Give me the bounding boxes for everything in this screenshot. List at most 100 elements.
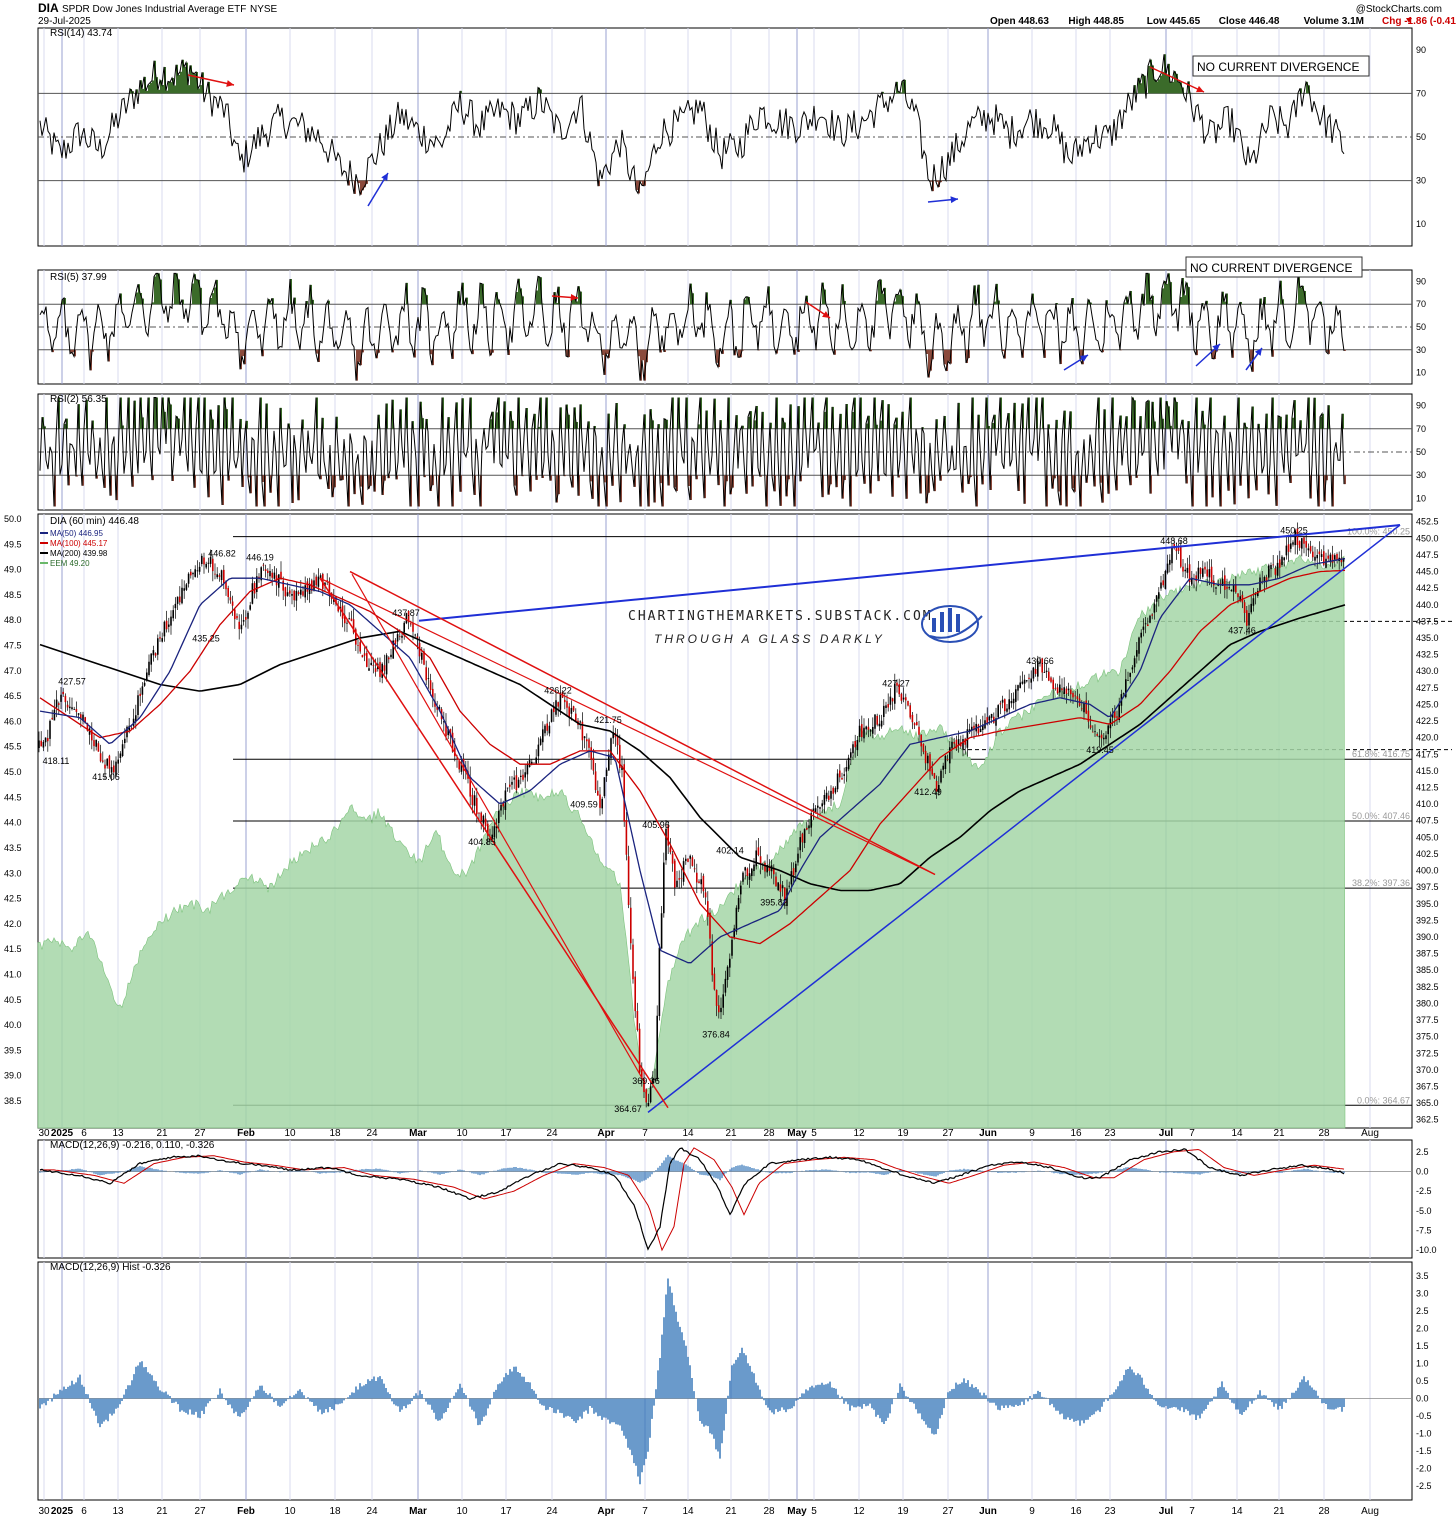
x-axis-label: 19 <box>897 1506 909 1517</box>
rsi14-axis-label: 70 <box>1416 88 1426 98</box>
resistance-trendline <box>418 524 1401 622</box>
support-trendline <box>647 524 1401 1113</box>
price-annotation: 412.49 <box>914 787 942 797</box>
rsi14-divergence-arrow-head <box>226 80 234 87</box>
x-axis-label: 24 <box>546 1506 558 1517</box>
eem-axis-label: 42.0 <box>4 919 22 929</box>
hist-axis-label: 3.0 <box>1416 1289 1429 1299</box>
x-axis-label: 7 <box>642 1128 648 1139</box>
price-annotation: 364.67 <box>614 1104 642 1114</box>
hist-axis-label: -0.5 <box>1416 1411 1432 1421</box>
legend-item: MA(100) 445.17 <box>50 539 108 548</box>
price-axis-label: 367.5 <box>1416 1081 1439 1091</box>
price-axis-label: 370.0 <box>1416 1065 1439 1075</box>
x-axis-label: 7 <box>1189 1128 1195 1139</box>
x-axis-label: 24 <box>546 1128 558 1139</box>
rsi5-axis-label: 30 <box>1416 345 1426 355</box>
rsi5-divergence-arrow-head <box>570 293 578 301</box>
price-axis-label: 397.5 <box>1416 882 1439 892</box>
x-axis-label: 6 <box>81 1128 87 1139</box>
price-axis-label: 387.5 <box>1416 949 1439 959</box>
eem-axis-label: 40.0 <box>4 1020 22 1030</box>
price-axis-label: 390.0 <box>1416 932 1439 942</box>
x-axis-label: 21 <box>156 1128 168 1139</box>
eem-axis-label: 39.0 <box>4 1071 22 1081</box>
quote-chg: Chg -1.86 (-0.41%) <box>1382 16 1456 27</box>
x-axis-label: May <box>787 1128 807 1139</box>
price-annotation: 427.57 <box>58 676 86 686</box>
hist-axis-label: 2.0 <box>1416 1324 1429 1334</box>
hist-axis-label: 1.5 <box>1416 1341 1429 1351</box>
fib-level-label: 100.0%: 450.25 <box>1347 527 1410 537</box>
rsi14-note-box: NO CURRENT DIVERGENCE <box>1192 55 1370 77</box>
price-axis-label: 427.5 <box>1416 683 1439 693</box>
x-axis-label: 12 <box>853 1128 865 1139</box>
price-annotation: 405.96 <box>642 820 670 830</box>
rsi2-axis-label: 70 <box>1416 424 1426 434</box>
ma200-line <box>39 604 1346 892</box>
quote-volume: Volume 3.1M <box>1304 16 1364 27</box>
substack-logo-icon <box>921 605 983 643</box>
price-axis-label: 392.5 <box>1416 915 1439 925</box>
x-axis-label: 14 <box>1231 1128 1243 1139</box>
rsi2-axis-label: 50 <box>1416 447 1426 457</box>
eem-axis-label: 47.5 <box>4 641 22 651</box>
price-annotation: 418.11 <box>43 756 70 766</box>
price-axis-label: 405.0 <box>1416 832 1439 842</box>
price-axis-label: 450.0 <box>1416 533 1439 543</box>
price-axis-label: 410.0 <box>1416 799 1439 809</box>
rsi5-divergence-arrow-head <box>822 311 830 318</box>
x-axis-bottom: 30 2025 6 13 21 27 Feb 10 18 24 Mar 10 17 24 Apr 7 14 21 2… <box>38 1506 1378 1517</box>
x-axis-label: 14 <box>1231 1506 1243 1517</box>
price-axis-label: 415.0 <box>1416 766 1439 776</box>
x-axis-label: 18 <box>329 1506 341 1517</box>
x-axis-label: 7 <box>1189 1506 1195 1517</box>
rsi14-divergence-arrow-head <box>1196 85 1204 93</box>
price-annotation: 419.45 <box>1086 745 1114 755</box>
price-annotation: 446.82 <box>208 548 236 558</box>
rsi5-line <box>39 272 1345 381</box>
price-axis-label: 407.5 <box>1416 816 1439 826</box>
eem-axis-label: 44.5 <box>4 792 22 802</box>
x-axis-label: 28 <box>763 1128 775 1139</box>
x-axis-label: 14 <box>682 1128 694 1139</box>
fib-level-label: 50.0%: 407.46 <box>1352 811 1410 821</box>
x-axis-price: 30 2025 6 13 21 27 Feb 10 18 24 Mar 10 17 24 Apr 7 14 21 2… <box>38 1128 1378 1139</box>
x-axis-label: Feb <box>237 1506 255 1517</box>
price-axis-label: 372.5 <box>1416 1048 1439 1058</box>
rsi5-divergence-arrow-head <box>1080 355 1088 362</box>
x-axis-label: 21 <box>725 1506 737 1517</box>
price-axis-label: 382.5 <box>1416 982 1439 992</box>
rsi14-title: RSI(14) 43.74 <box>50 28 113 39</box>
down-arrow-icon <box>1406 18 1412 23</box>
eem-axis-label: 42.5 <box>4 894 22 904</box>
stockcharts-credit[interactable]: @StockCharts.com <box>1356 4 1442 15</box>
price-annotation: 437.87 <box>392 608 420 618</box>
hist-axis-label: 0.5 <box>1416 1376 1429 1386</box>
price-axis-label: 420.0 <box>1416 733 1439 743</box>
x-axis-label: Jun <box>979 1128 997 1139</box>
macd-axis-label: -10.0 <box>1416 1245 1437 1255</box>
rsi5-note: NO CURRENT DIVERGENCE <box>1190 261 1352 275</box>
x-axis-label: Feb <box>237 1128 255 1139</box>
quote-close: Close 446.48 <box>1219 16 1280 27</box>
eem-axis-label: 39.5 <box>4 1045 22 1055</box>
x-axis-label: 27 <box>942 1506 954 1517</box>
price-axis-label: 430.0 <box>1416 666 1439 676</box>
rsi14-note: NO CURRENT DIVERGENCE <box>1197 60 1359 74</box>
macd-axis-label: 0.0 <box>1416 1166 1429 1176</box>
price-axis-label: 422.5 <box>1416 716 1439 726</box>
x-axis-label: 10 <box>284 1128 296 1139</box>
eem-axis-label: 47.0 <box>4 666 22 676</box>
x-axis-label: 2025 <box>51 1128 74 1139</box>
price-annotation: 421.75 <box>594 715 622 725</box>
eem-axis-label: 41.0 <box>4 969 22 979</box>
x-axis-label: Aug <box>1361 1128 1379 1139</box>
price-annotation: 426.22 <box>544 685 572 695</box>
x-axis-label: 23 <box>1104 1128 1116 1139</box>
ticker-name: SPDR Dow Jones Industrial Average ETF <box>62 4 246 15</box>
price-annotation: 369.36 <box>632 1076 660 1086</box>
